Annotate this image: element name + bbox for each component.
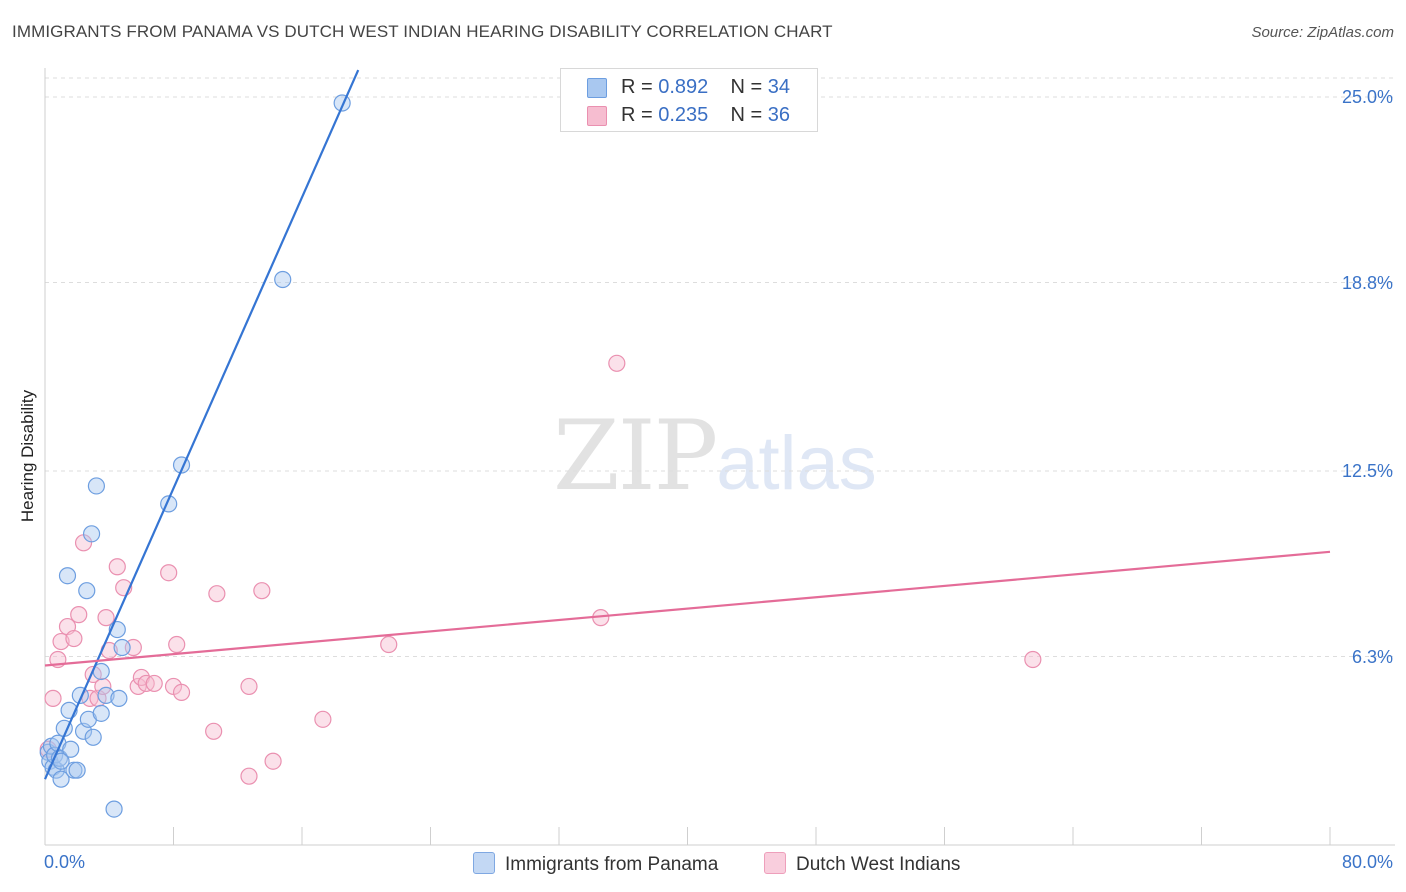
blue-point-25	[105, 800, 123, 818]
blue-trend-line	[43, 69, 360, 780]
legend-item-dutch: Dutch West Indians	[764, 852, 960, 876]
pink-point-5	[65, 629, 83, 648]
pink-point-3	[52, 632, 70, 651]
watermark-atlas: atlas	[716, 421, 877, 506]
pink-point-21	[160, 564, 178, 582]
pink-point-23	[168, 635, 186, 654]
pink-point-32	[380, 635, 398, 654]
legend-swatch-blue	[587, 78, 607, 98]
blue-point-22	[92, 704, 110, 722]
legend-swatch-pink	[587, 106, 607, 126]
pink-trend-line	[44, 550, 1331, 667]
legend-item-panama: Immigrants from Panama	[473, 852, 718, 876]
pink-point-34	[608, 354, 626, 372]
pink-point-31	[314, 710, 332, 728]
legend-stats-panama: R = 0.892 N = 34	[621, 76, 791, 98]
legend-bottom-label-dutch: Dutch West Indians	[796, 854, 961, 875]
blue-point-20	[84, 728, 102, 746]
legend-bottom-label-panama: Immigrants from Panama	[505, 854, 719, 875]
legend-stats-dutch: R = 0.235 N = 36	[621, 104, 791, 126]
pink-point-1	[44, 689, 62, 707]
pink-point-12	[97, 609, 115, 627]
grid-lines	[45, 77, 1395, 658]
source-label: Source: ZipAtlas.com	[1251, 24, 1394, 41]
pink-point-25	[205, 722, 223, 740]
pink-point-24	[172, 683, 191, 702]
blue-point-24	[97, 686, 115, 705]
chart-title: IMMIGRANTS FROM PANAMA VS DUTCH WEST IND…	[12, 22, 833, 41]
blue-point-27	[110, 689, 128, 707]
pink-point-27	[240, 767, 258, 785]
pink-point-28	[240, 677, 258, 696]
x-tick-max: 80.0%	[1341, 852, 1393, 872]
data-points	[39, 94, 1042, 818]
pink-point-29	[253, 582, 271, 600]
y-axis-label: Hearing Disability	[18, 389, 37, 523]
blue-point-19	[82, 525, 101, 543]
blue-point-17	[78, 582, 96, 600]
pink-point-6	[70, 606, 88, 624]
blue-point-10	[58, 567, 77, 585]
trend-lines	[43, 69, 1331, 780]
y-tick-label-2: 18.8%	[1341, 272, 1393, 293]
watermark-zip: ZIP	[553, 400, 718, 512]
pink-point-30	[264, 752, 282, 770]
y-tick-label-1: 12.5%	[1341, 461, 1393, 481]
pink-point-14	[108, 558, 126, 576]
y-tick-label-0: 6.3%	[1351, 646, 1393, 667]
blue-point-28	[113, 638, 131, 657]
pink-point-20	[145, 674, 163, 693]
blue-point-8	[52, 770, 70, 788]
correlation-legend: R = 0.892 N = 34 R = 0.235 N = 36	[560, 68, 818, 132]
legend-bottom-swatch-blue	[473, 852, 495, 874]
legend-bottom-swatch-pink	[764, 852, 786, 874]
pink-point-35	[1024, 650, 1042, 669]
blue-point-31	[274, 270, 292, 289]
watermark: ZIPatlas	[553, 400, 877, 512]
pink-point-11	[94, 677, 112, 696]
axes	[44, 68, 1395, 846]
blue-point-12	[62, 740, 80, 758]
blue-point-21	[87, 477, 106, 495]
pink-point-26	[208, 585, 226, 603]
y-tick-label-3: 25.0%	[1341, 87, 1393, 107]
x-tick-min: 0.0%	[44, 852, 86, 872]
blue-point-14	[68, 761, 86, 779]
